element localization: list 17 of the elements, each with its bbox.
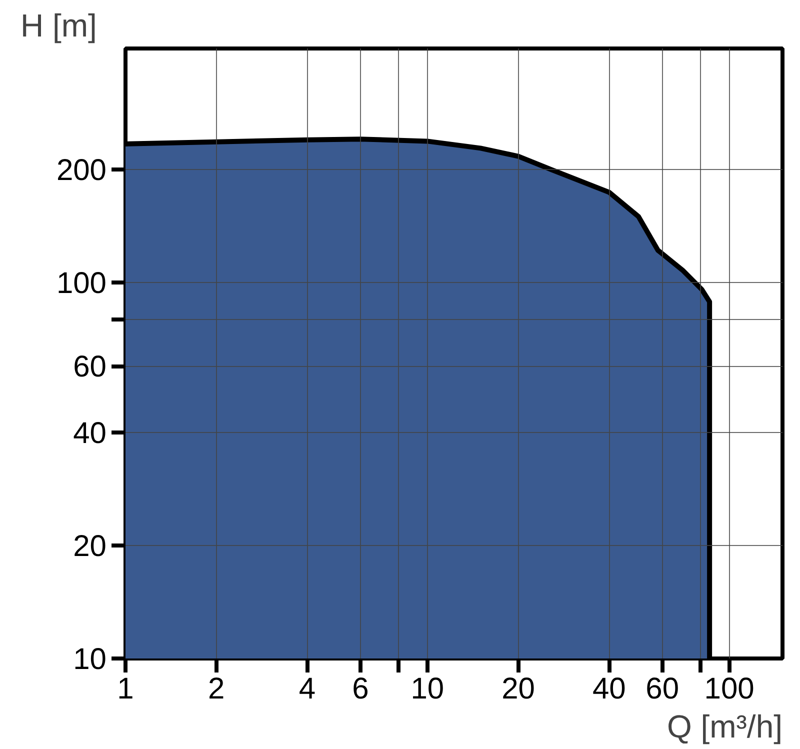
y-tick-label: 20: [73, 530, 107, 563]
x-tick-label: 1: [117, 672, 134, 706]
x-tick-label: 100: [704, 672, 754, 706]
x-tick-label: 6: [352, 672, 369, 706]
y-tick-label: 200: [56, 154, 107, 188]
x-tick-label: 20: [502, 672, 535, 706]
y-tick-label: 40: [73, 416, 107, 450]
x-tick-label: 2: [208, 672, 225, 706]
y-axis-title: H [m]: [20, 8, 97, 44]
x-axis-title: Q [m³/h]: [666, 708, 782, 744]
y-tick-label: 100: [56, 267, 107, 300]
x-tick-label: 10: [410, 672, 444, 706]
x-tick-label: 60: [646, 672, 680, 706]
x-tick-label: 40: [592, 672, 626, 706]
x-tick-label: 4: [298, 672, 316, 706]
y-tick-label: 60: [73, 350, 107, 384]
y-tick-label: 10: [73, 643, 107, 676]
